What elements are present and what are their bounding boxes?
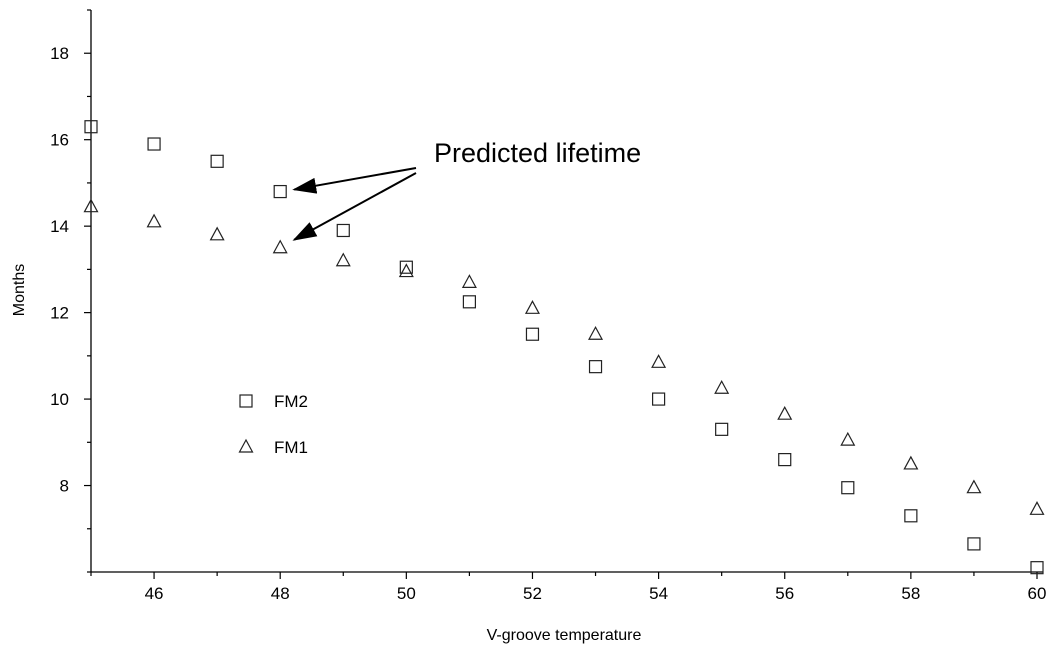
fm2-point <box>841 481 855 495</box>
fm1-point <box>588 325 604 340</box>
fm1-point <box>398 263 414 278</box>
x-tick-label: 58 <box>901 584 920 603</box>
fm1-point <box>714 380 730 394</box>
fm2-point <box>210 154 224 168</box>
x-tick-label: 50 <box>397 584 416 603</box>
fm2-point <box>967 537 981 551</box>
y-tick-label: 18 <box>50 44 69 63</box>
fm2-point <box>525 327 540 341</box>
annotation: Predicted lifetime <box>292 138 641 241</box>
fm1-point <box>1029 501 1045 515</box>
fm2-point <box>651 392 666 406</box>
y-tick-label: 16 <box>50 131 69 150</box>
fm1-point <box>651 354 667 368</box>
x-tick-label: 48 <box>271 584 290 603</box>
y-tick-label: 10 <box>50 390 69 409</box>
fm1-point <box>146 213 162 228</box>
x-tick-label: 60 <box>1028 584 1047 603</box>
fm2-point <box>904 509 918 523</box>
y-tick-label: 8 <box>60 477 69 496</box>
series-fm2 <box>84 120 1044 575</box>
fm2-point <box>588 360 603 374</box>
legend-fm2-marker <box>239 394 253 408</box>
fm1-point <box>83 198 99 213</box>
legend: FM2 FM1 <box>238 392 308 457</box>
fm2-point <box>462 295 476 309</box>
annotation-label: Predicted lifetime <box>434 138 641 168</box>
fm2-point <box>715 422 729 436</box>
fm2-point <box>84 120 98 134</box>
legend-fm1-label: FM1 <box>274 438 308 457</box>
fm2-point <box>778 453 792 467</box>
fm1-point <box>524 300 540 314</box>
y-tick-label: 12 <box>50 304 69 323</box>
series-fm1 <box>83 198 1045 515</box>
axes <box>90 10 1043 573</box>
fm1-point <box>335 252 351 267</box>
y-axis-ticks: 8 10 12 14 16 18 <box>50 9 91 573</box>
x-axis-ticks: 46 48 50 52 54 56 58 60 <box>90 572 1047 603</box>
fm1-point <box>272 239 288 254</box>
fm1-point <box>777 405 793 420</box>
legend-fm2-label: FM2 <box>274 392 308 411</box>
y-axis-title: Months <box>11 264 28 316</box>
legend-fm1-marker <box>238 438 254 453</box>
fm1-point <box>840 431 856 446</box>
fm2-point <box>1030 561 1044 575</box>
x-axis-title: V-groove temperature <box>487 627 642 644</box>
data-points <box>83 120 1045 575</box>
x-tick-label: 52 <box>523 584 542 603</box>
x-tick-label: 46 <box>145 584 164 603</box>
y-tick-label: 14 <box>50 217 69 236</box>
fm2-point <box>147 137 161 151</box>
fm1-point <box>461 274 477 288</box>
fm2-point <box>273 184 287 199</box>
fm1-point <box>966 479 982 494</box>
x-tick-label: 54 <box>649 584 668 603</box>
annotation-arrow <box>292 172 417 241</box>
fm2-point <box>399 260 413 274</box>
fm1-point <box>209 226 225 241</box>
annotation-arrow <box>292 167 417 194</box>
fm1-point <box>903 455 919 470</box>
x-tick-label: 56 <box>775 584 794 603</box>
fm2-point <box>336 223 350 238</box>
